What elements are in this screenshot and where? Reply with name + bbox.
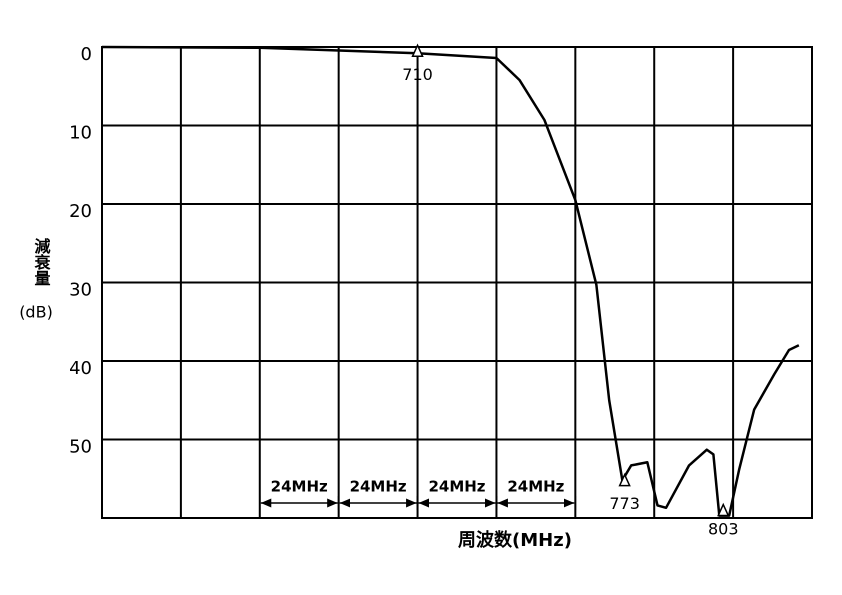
marker-triangle bbox=[411, 43, 424, 58]
y-axis-unit: (dB) bbox=[19, 303, 53, 322]
y-tick-label: 20 bbox=[69, 201, 92, 222]
y-axis-label: 減衰量 bbox=[32, 237, 52, 286]
marker-triangle bbox=[618, 472, 631, 487]
y-tick-label: 10 bbox=[69, 123, 92, 144]
marker-triangle bbox=[717, 502, 730, 517]
marker-label: 710 bbox=[402, 65, 433, 84]
span-label: 24MHz bbox=[428, 478, 485, 496]
y-tick-label: 40 bbox=[69, 358, 92, 379]
marker-label: 803 bbox=[708, 520, 739, 539]
span-label: 24MHz bbox=[507, 478, 564, 496]
y-tick-label: 30 bbox=[69, 280, 92, 301]
series-line bbox=[101, 45, 800, 517]
y-tick-label: 50 bbox=[69, 437, 92, 458]
x-axis-label: 周波数(MHz) bbox=[458, 529, 572, 551]
span-label: 24MHz bbox=[271, 478, 328, 496]
marker-label: 773 bbox=[609, 494, 640, 513]
y-tick-label: 0 bbox=[81, 44, 92, 65]
span-label: 24MHz bbox=[350, 478, 407, 496]
